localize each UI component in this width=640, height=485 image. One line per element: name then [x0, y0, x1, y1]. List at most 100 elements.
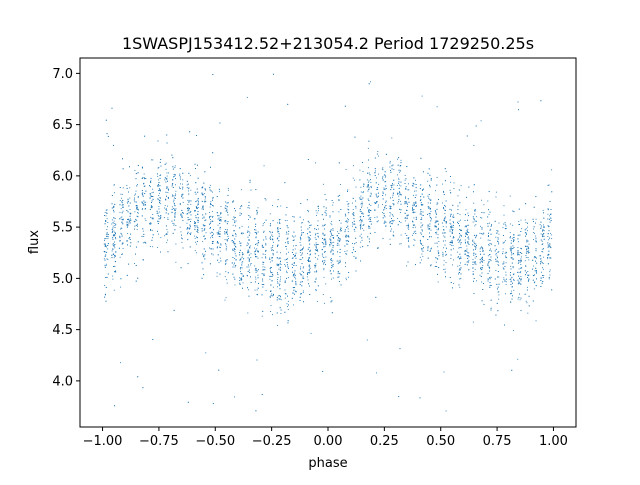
data-point — [503, 268, 505, 270]
data-point — [438, 198, 439, 200]
data-point — [449, 231, 451, 233]
data-point — [518, 224, 520, 226]
data-point — [451, 242, 453, 244]
data-point — [263, 165, 265, 167]
data-point — [344, 235, 346, 237]
data-point — [412, 208, 414, 210]
data-point — [197, 203, 199, 205]
data-point — [525, 232, 527, 234]
data-point — [437, 229, 439, 231]
data-point — [261, 294, 263, 296]
data-point — [391, 165, 393, 167]
data-point — [548, 230, 550, 232]
data-point — [246, 245, 248, 246]
data-point — [168, 197, 169, 199]
data-point — [310, 231, 311, 233]
data-point — [517, 251, 519, 253]
data-point — [173, 223, 175, 225]
data-point — [197, 227, 199, 229]
data-point — [113, 211, 115, 213]
data-point — [443, 194, 445, 195]
data-point — [255, 229, 257, 231]
data-point — [239, 251, 241, 253]
data-point — [429, 199, 431, 201]
data-point — [370, 221, 372, 222]
data-point — [539, 255, 541, 257]
data-point — [392, 221, 394, 223]
data-point — [213, 229, 214, 231]
data-point — [256, 294, 258, 296]
data-point — [240, 258, 242, 260]
data-point — [322, 224, 324, 226]
data-point — [504, 280, 506, 282]
data-point — [502, 253, 504, 255]
data-point — [257, 244, 259, 246]
data-point — [309, 257, 311, 259]
data-point — [368, 180, 370, 182]
data-point — [258, 241, 260, 243]
data-point — [314, 281, 316, 283]
data-point — [510, 265, 512, 267]
data-point — [301, 249, 303, 251]
data-point — [243, 232, 245, 234]
data-point — [443, 208, 445, 210]
data-point — [368, 210, 370, 212]
data-point — [534, 281, 536, 283]
data-point — [224, 263, 226, 265]
data-point — [543, 238, 545, 240]
data-point — [254, 265, 256, 267]
data-point — [481, 272, 483, 274]
data-point — [186, 180, 188, 182]
data-point — [309, 243, 311, 245]
data-point — [103, 243, 105, 245]
data-point — [256, 233, 258, 235]
data-point — [352, 247, 354, 249]
data-point — [174, 213, 176, 215]
data-point — [129, 238, 131, 240]
data-point — [197, 213, 199, 215]
data-point — [479, 251, 481, 253]
data-point — [249, 207, 251, 209]
data-point — [239, 214, 241, 216]
data-point — [420, 203, 422, 205]
data-point — [197, 221, 199, 223]
data-point — [420, 222, 422, 224]
data-point — [159, 188, 161, 190]
data-point — [233, 230, 235, 232]
data-point — [353, 220, 355, 222]
data-point — [265, 199, 267, 201]
data-point — [299, 242, 301, 243]
data-point — [232, 248, 233, 250]
data-point — [262, 225, 264, 227]
data-point — [442, 240, 444, 242]
data-point — [196, 229, 198, 231]
data-point — [246, 266, 248, 268]
data-point — [444, 218, 446, 220]
data-point — [489, 249, 491, 251]
data-point — [254, 217, 256, 219]
data-point — [254, 247, 255, 249]
data-point — [475, 261, 476, 263]
data-point — [353, 214, 354, 216]
data-point — [284, 182, 286, 184]
data-point — [262, 246, 264, 248]
data-point — [376, 221, 378, 223]
data-point — [249, 216, 251, 218]
data-point — [391, 184, 393, 186]
data-point — [159, 175, 161, 176]
data-point — [166, 186, 168, 188]
data-point — [204, 188, 206, 190]
data-point — [121, 201, 123, 203]
data-point — [510, 249, 512, 250]
data-point — [112, 278, 114, 280]
data-point — [549, 215, 551, 217]
data-point — [247, 230, 249, 232]
data-point — [278, 231, 280, 233]
data-point — [345, 234, 347, 236]
data-point — [445, 276, 446, 278]
data-point — [212, 216, 214, 217]
data-point — [398, 157, 400, 159]
data-point — [408, 246, 410, 248]
data-point — [156, 198, 158, 200]
data-point — [261, 315, 263, 317]
